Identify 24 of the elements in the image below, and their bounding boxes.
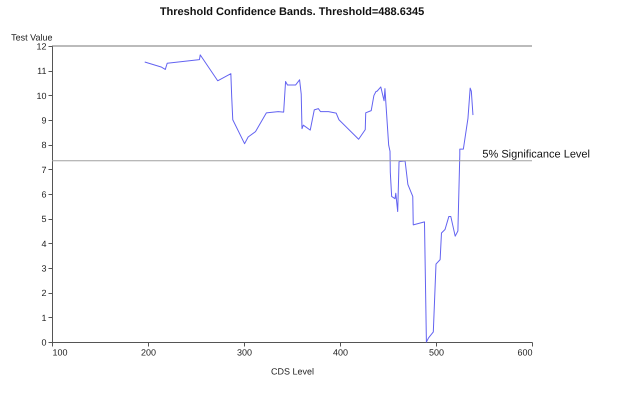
x-tick-label: 600 — [517, 348, 532, 358]
y-tick-label: 11 — [37, 66, 46, 76]
y-tick-label: 7 — [41, 164, 46, 175]
ref-line-label: 5% Significance Level — [482, 148, 590, 161]
y-tick-label: 5 — [41, 214, 46, 224]
chart-title: Threshold Confidence Bands. Threshold=488.6345 — [160, 6, 424, 18]
y-axis-title: Test Value — [11, 32, 52, 42]
x-tick-label: 500 — [428, 348, 444, 358]
y-tick-label: 2 — [41, 288, 46, 298]
y-tick-label: 4 — [41, 238, 46, 249]
y-tick-label: 8 — [41, 140, 46, 150]
y-tick-label: 10 — [36, 90, 46, 101]
y-tick-label: 1 — [41, 312, 46, 323]
x-tick-label: 100 — [52, 348, 68, 358]
x-tick-label: 300 — [236, 348, 252, 358]
y-tick-label: 9 — [41, 116, 46, 126]
x-tick-label: 200 — [140, 348, 156, 358]
y-tick-label: 3 — [41, 264, 46, 274]
line-series — [144, 54, 474, 342]
y-tick-label: 0 — [41, 338, 46, 348]
y-tick-label: 6 — [41, 190, 46, 200]
x-axis-title: CDS Level — [270, 366, 314, 376]
y-tick-label: 12 — [36, 42, 46, 52]
x-tick-label: 400 — [332, 348, 348, 358]
